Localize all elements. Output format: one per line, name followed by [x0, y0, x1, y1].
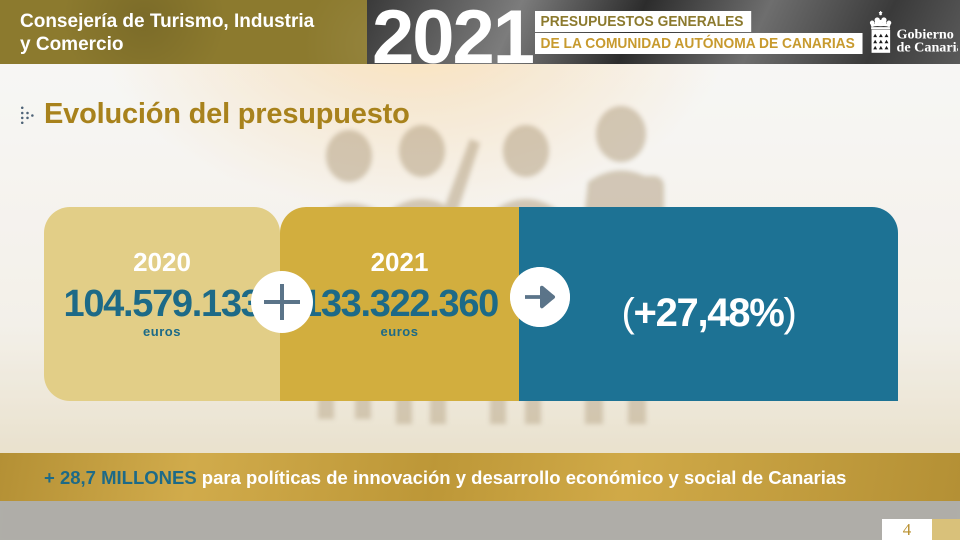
- svg-text:de Canarias: de Canarias: [897, 40, 959, 56]
